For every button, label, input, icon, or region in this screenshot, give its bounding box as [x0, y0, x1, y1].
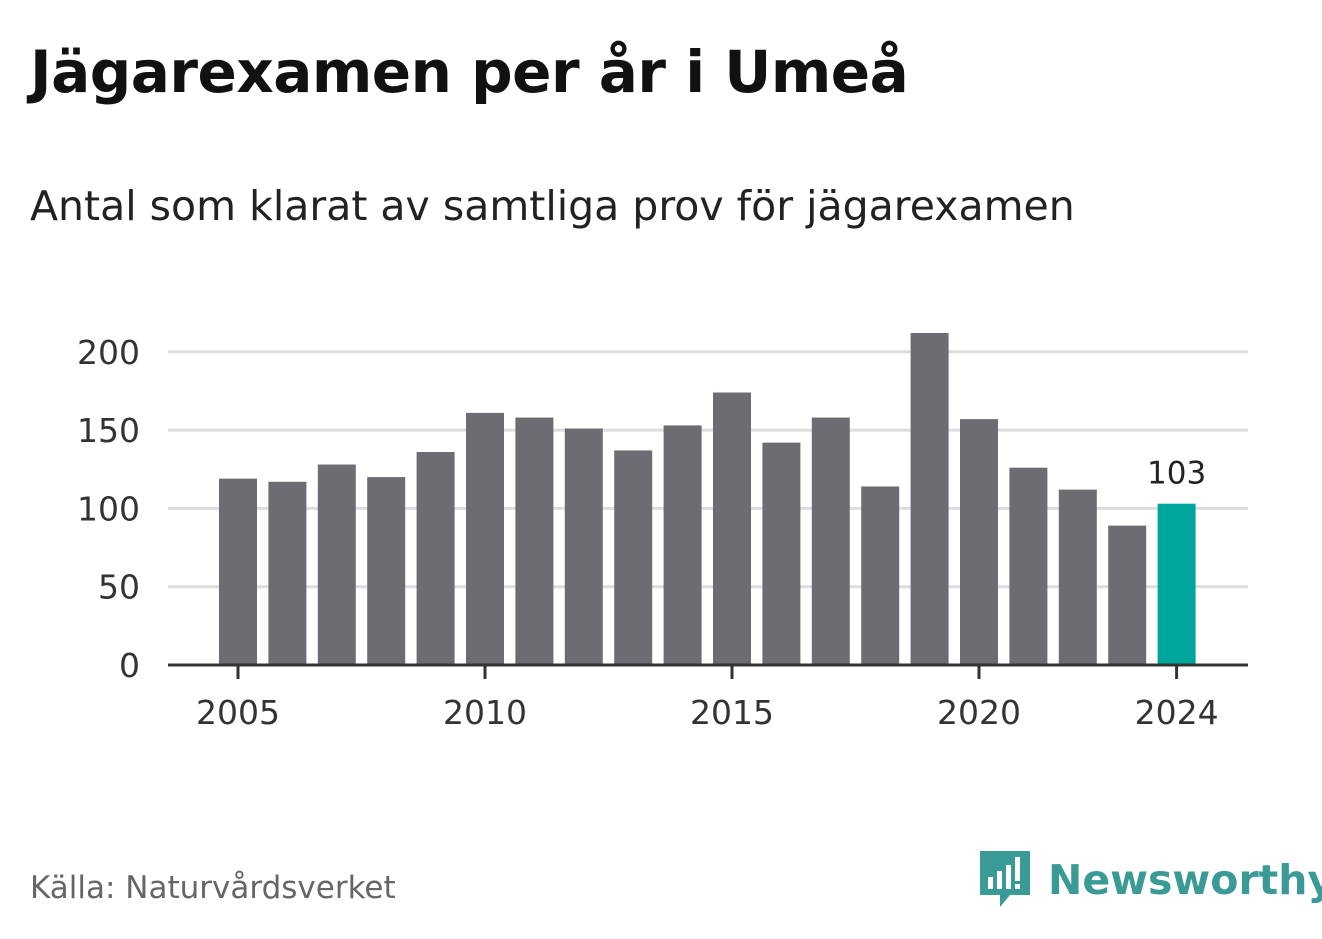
data-label: 103 — [1147, 456, 1206, 492]
bar — [614, 450, 653, 665]
bar — [564, 428, 603, 665]
bar — [713, 392, 751, 665]
bar — [1108, 525, 1147, 665]
x-tick-label: 2010 — [443, 693, 527, 732]
bar — [219, 478, 257, 665]
y-tick-label: 200 — [77, 333, 140, 372]
bar — [960, 419, 998, 665]
bar — [367, 477, 406, 665]
bar — [466, 412, 504, 665]
x-tick-label: 2020 — [937, 693, 1021, 732]
y-tick-label: 50 — [98, 568, 140, 607]
brand-name: Newsworthy — [1048, 856, 1322, 904]
x-tick-label: 2005 — [196, 693, 280, 732]
bar — [861, 486, 900, 665]
bar-chart: 0 50 100 150 200 2005 2010 2015 2020 2024 103 — [77, 333, 1248, 732]
bar — [515, 417, 554, 665]
newsworthy-logo[interactable]: Newsworthy — [980, 850, 1322, 910]
bar — [317, 464, 356, 665]
bar — [910, 333, 949, 665]
bar — [811, 417, 850, 665]
bar — [268, 481, 307, 665]
bar — [1058, 489, 1097, 665]
y-tick-label: 0 — [119, 646, 140, 685]
bar — [1157, 503, 1196, 665]
bar — [762, 442, 801, 665]
bar — [416, 452, 455, 665]
bar — [1009, 467, 1048, 665]
x-tick-label: 2015 — [690, 693, 774, 732]
y-tick-label: 100 — [77, 489, 140, 528]
bar — [663, 425, 702, 665]
newsworthy-logo-icon — [980, 851, 1030, 907]
source-note: Källa: Naturvårdsverket — [30, 870, 396, 906]
x-tick-label: 2024 — [1135, 693, 1219, 732]
y-tick-label: 150 — [77, 411, 140, 450]
chart-title: Jägarexamen per år i Umeå — [30, 38, 909, 106]
chart-subtitle: Antal som klarat av samtliga prov för jä… — [30, 182, 1075, 230]
